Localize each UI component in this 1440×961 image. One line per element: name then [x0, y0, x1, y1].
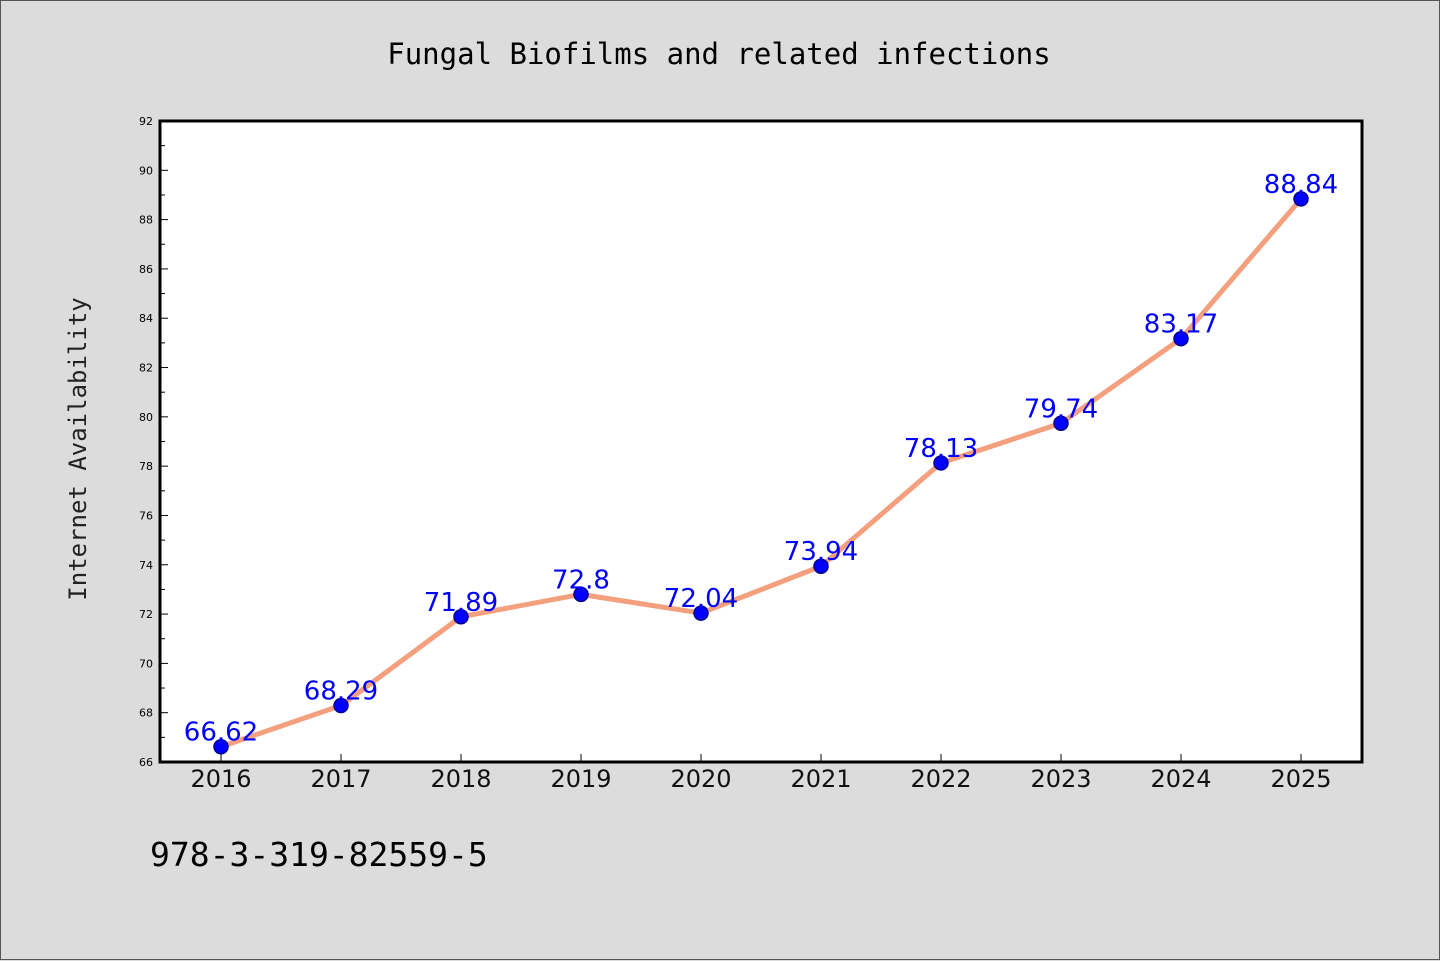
- data-point: [1053, 415, 1069, 432]
- y-tick-label: 80: [139, 411, 153, 424]
- data-label: 88.84: [1264, 170, 1338, 200]
- series-line: [220, 197, 1303, 750]
- x-tick-label: 2024: [1150, 765, 1211, 793]
- data-label: 66.62: [184, 718, 258, 748]
- x-axis: 2016 2017 2018 2019 2020 2021 2022 2023 2024 2025: [190, 754, 1332, 793]
- y-tick-label: 74: [139, 559, 153, 572]
- data-label: 73.94: [784, 537, 858, 567]
- x-tick-label: 2020: [670, 765, 731, 793]
- data-label: 78.13: [904, 434, 978, 464]
- y-axis-label: Internet Availability: [64, 297, 92, 600]
- data-point: [1173, 330, 1189, 347]
- data-label: 72.04: [664, 584, 738, 614]
- y-tick-label: 90: [139, 164, 153, 177]
- data-label: 68.29: [304, 677, 378, 707]
- x-tick-label: 2017: [310, 765, 371, 793]
- data-point: [333, 697, 349, 714]
- chart-title: Fungal Biofilms and related infections: [387, 37, 1050, 71]
- y-tick-label: 68: [139, 707, 153, 720]
- y-tick-label: 84: [139, 312, 153, 325]
- y-tick-label: 92: [139, 115, 153, 128]
- x-tick-label: 2019: [550, 765, 611, 793]
- data-label: 83.17: [1144, 310, 1218, 340]
- x-tick-label: 2023: [1030, 765, 1091, 793]
- data-label: 79.74: [1024, 394, 1098, 424]
- series-group: [213, 191, 1309, 755]
- y-tick-label: 72: [139, 608, 153, 621]
- data-point: [1293, 191, 1309, 207]
- footer-isbn: 978-3-319-82559-5: [150, 835, 488, 874]
- y-tick-label: 88: [139, 214, 153, 227]
- x-tick-label: 2021: [790, 765, 851, 793]
- y-tick-label: 82: [139, 362, 153, 375]
- plot-area: [158, 119, 1364, 764]
- data-label: 72.8: [552, 565, 610, 595]
- x-tick-label: 2016: [190, 765, 251, 793]
- x-tick-label: 2025: [1270, 765, 1331, 793]
- y-tick-label: 66: [139, 756, 153, 769]
- data-label: 71.89: [424, 588, 498, 618]
- y-tick-label: 76: [139, 509, 153, 522]
- y-tick-label: 86: [139, 263, 153, 276]
- x-tick-label: 2022: [910, 765, 971, 793]
- data-point: [213, 738, 229, 755]
- data-point: [453, 609, 469, 625]
- data-point: [693, 605, 709, 621]
- data-point: [573, 586, 589, 603]
- y-axis: 66 68 70 72 74 76 78 80 82 84 86 88 90 92: [139, 115, 168, 769]
- y-tick-label: 70: [139, 657, 153, 670]
- data-point: [933, 455, 949, 471]
- data-labels: 66.62 68.29 71.89 72.8 72.04 73.94 78.13 79.74 8…: [184, 170, 1338, 748]
- x-tick-label: 2018: [430, 765, 491, 793]
- y-tick-label: 78: [139, 460, 153, 473]
- data-point: [813, 558, 829, 574]
